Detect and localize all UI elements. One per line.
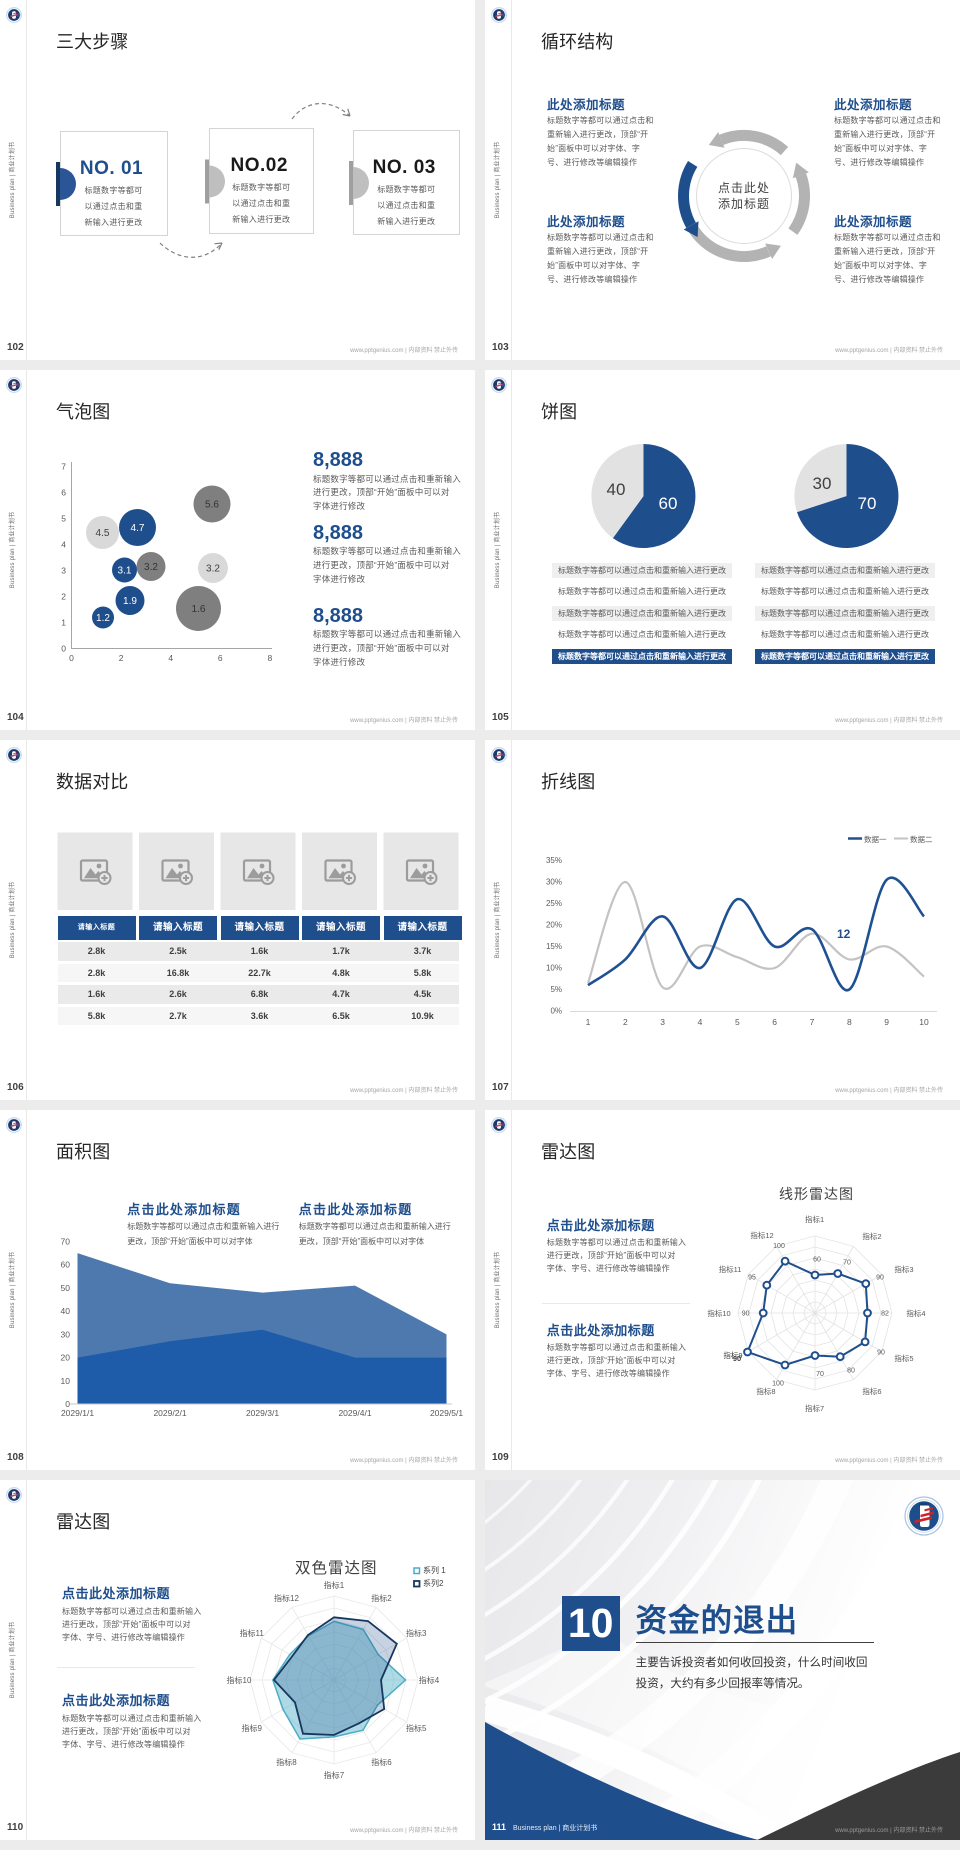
svg-text:6: 6 [772,1017,777,1027]
svg-text:60: 60 [813,1257,821,1264]
svg-text:6: 6 [61,488,66,498]
svg-text:100: 100 [772,1381,784,1388]
svg-text:25%: 25% [546,899,562,908]
svg-text:95: 95 [748,1275,756,1282]
svg-text:2: 2 [61,592,66,602]
svg-text:70: 70 [858,494,877,513]
svg-text:10: 10 [919,1017,929,1027]
svg-text:1.2: 1.2 [96,613,110,624]
svg-text:20: 20 [61,1353,71,1363]
svg-text:1.9: 1.9 [123,596,137,607]
svg-text:2029/2/1: 2029/2/1 [153,1408,186,1418]
svg-text:35%: 35% [546,856,562,865]
svg-text:3.1: 3.1 [118,566,132,577]
svg-text:5: 5 [735,1017,740,1027]
svg-text:7: 7 [61,462,66,472]
svg-text:3.2: 3.2 [144,562,158,573]
svg-text:4: 4 [61,540,66,550]
svg-text:0: 0 [61,644,66,654]
svg-text:60: 60 [61,1260,71,1270]
svg-text:1.6: 1.6 [192,604,206,615]
svg-text:60: 60 [659,494,678,513]
svg-text:80: 80 [847,1368,855,1375]
svg-text:50: 50 [61,1283,71,1293]
svg-text:2: 2 [623,1017,628,1027]
svg-text:2029/3/1: 2029/3/1 [246,1408,279,1418]
svg-text:5: 5 [61,514,66,524]
svg-text:8: 8 [268,653,273,663]
svg-text:70: 70 [843,1260,851,1267]
svg-text:40: 40 [607,480,626,499]
svg-text:4: 4 [698,1017,703,1027]
svg-text:1: 1 [61,618,66,628]
svg-text:90: 90 [742,1311,750,1318]
svg-text:7: 7 [810,1017,815,1027]
svg-text:70: 70 [61,1237,71,1247]
svg-text:0: 0 [65,1399,70,1409]
svg-text:3: 3 [61,566,66,576]
svg-text:30: 30 [61,1329,71,1339]
svg-text:8: 8 [847,1017,852,1027]
svg-text:9: 9 [884,1017,889,1027]
svg-text:6: 6 [218,653,223,663]
svg-text:2029/5/1: 2029/5/1 [430,1408,463,1418]
svg-text:10%: 10% [546,964,562,973]
svg-text:5.6: 5.6 [205,500,219,511]
svg-text:0%: 0% [550,1007,562,1016]
svg-text:2: 2 [119,653,124,663]
svg-text:0: 0 [69,653,74,663]
svg-text:2029/4/1: 2029/4/1 [338,1408,371,1418]
svg-text:3: 3 [660,1017,665,1027]
svg-text:4.5: 4.5 [96,528,110,539]
svg-text:15%: 15% [546,942,562,951]
svg-text:4: 4 [168,653,173,663]
svg-text:90: 90 [877,1350,885,1357]
svg-text:70: 70 [816,1371,824,1378]
svg-text:2029/1/1: 2029/1/1 [61,1408,94,1418]
svg-text:30%: 30% [546,878,562,887]
svg-text:5%: 5% [550,985,562,994]
svg-text:100: 100 [773,1243,785,1250]
svg-text:3.2: 3.2 [206,564,220,575]
svg-text:4.7: 4.7 [131,523,145,534]
svg-text:30: 30 [813,474,832,493]
svg-text:1: 1 [586,1017,591,1027]
svg-text:20%: 20% [546,921,562,930]
svg-text:10: 10 [61,1376,71,1386]
svg-text:82: 82 [881,1311,889,1318]
svg-text:40: 40 [61,1306,71,1316]
svg-text:90: 90 [876,1275,884,1282]
